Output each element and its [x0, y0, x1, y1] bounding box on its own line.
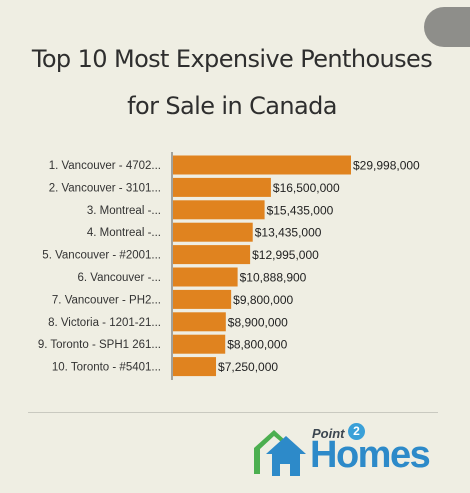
- category-label-10: 10. Toronto - #5401...: [52, 362, 161, 374]
- bar-8[interactable]: [173, 312, 226, 332]
- value-label-3: $15,435,000: [267, 203, 334, 217]
- share-tab[interactable]: [424, 7, 470, 47]
- category-label-8: 8. Victoria - 1201-21...: [48, 317, 161, 329]
- value-label-2: $16,500,000: [273, 181, 340, 195]
- divider: [28, 412, 438, 413]
- logo-homes-text: Homes: [310, 434, 431, 476]
- bar-3[interactable]: [173, 200, 265, 220]
- category-label-1: 1. Vancouver - 4702...: [49, 160, 161, 172]
- value-label-9: $8,800,000: [227, 338, 287, 352]
- bar-5[interactable]: [173, 245, 251, 265]
- bar-7[interactable]: [173, 289, 232, 309]
- logo-point-text: Point: [312, 426, 345, 441]
- value-label-1: $29,998,000: [353, 159, 420, 173]
- category-label-9: 9. Toronto - SPH1 261...: [38, 339, 161, 351]
- category-label-7: 7. Vancouver - PH2...: [52, 294, 161, 306]
- house-logo-icon: [254, 430, 306, 476]
- category-label-5: 5. Vancouver - #2001...: [42, 250, 161, 262]
- point2homes-logo: Point 2 Homes: [252, 420, 442, 480]
- category-label-3: 3. Montreal -...: [87, 205, 161, 217]
- value-label-5: $12,995,000: [252, 248, 319, 262]
- bar-4[interactable]: [173, 222, 253, 242]
- value-label-10: $7,250,000: [218, 360, 278, 374]
- value-label-6: $10,888,900: [240, 271, 307, 285]
- value-label-7: $9,800,000: [233, 293, 293, 307]
- category-label-2: 2. Vancouver - 3101...: [49, 182, 161, 194]
- value-label-8: $8,900,000: [228, 315, 288, 329]
- bar-6[interactable]: [173, 267, 238, 287]
- value-label-4: $13,435,000: [255, 226, 322, 240]
- category-label-6: 6. Vancouver -...: [77, 272, 161, 284]
- bar-2[interactable]: [173, 177, 271, 197]
- bar-10[interactable]: [173, 357, 217, 377]
- bar-1[interactable]: [173, 155, 351, 175]
- category-label-4: 4. Montreal -...: [87, 227, 161, 239]
- bar-9[interactable]: [173, 334, 226, 354]
- chart-title: Top 10 Most Expensive Penthouses for Sal…: [31, 45, 433, 120]
- logo-two-badge: 2: [348, 423, 365, 440]
